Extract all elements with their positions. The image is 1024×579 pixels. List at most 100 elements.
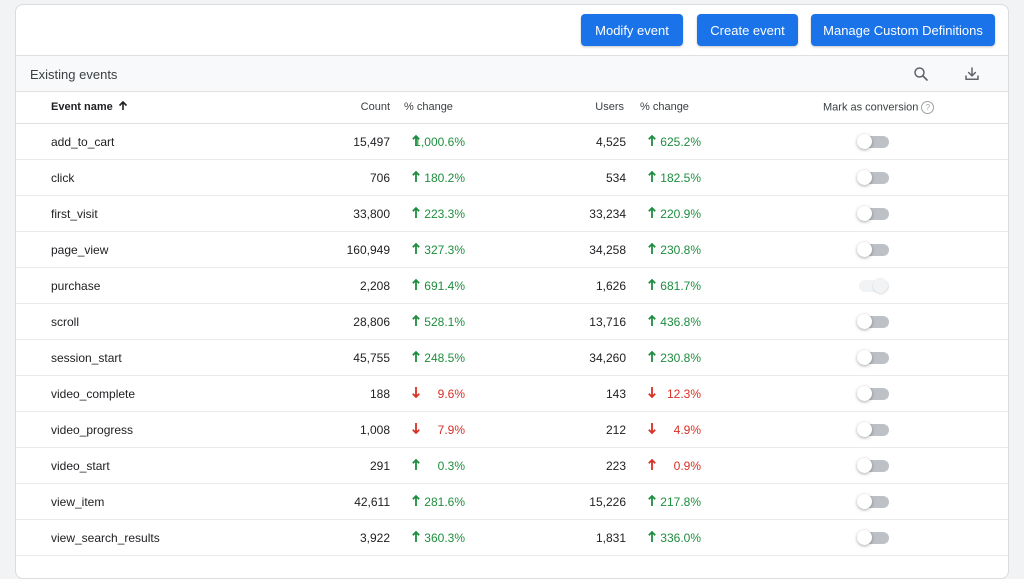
event-count: 2,208 <box>359 279 390 293</box>
event-users: 15,226 <box>589 495 626 509</box>
table-row: add_to_cart 15,497 1,000.6% 4,525 625.2% <box>16 124 1008 160</box>
toolbar: Modify event Create event Manage Custom … <box>16 5 1008 56</box>
count-change: 248.5% <box>424 351 465 365</box>
users-change: 230.8% <box>660 243 701 257</box>
event-count: 15,497 <box>353 135 390 149</box>
table-row: click 706 180.2% 534 182.5% <box>16 160 1008 196</box>
arrow-up-icon <box>411 206 421 222</box>
column-users[interactable]: Users <box>595 101 624 113</box>
count-change: 1,000.6% <box>414 135 465 149</box>
download-icon[interactable] <box>961 63 983 85</box>
count-change: 7.9% <box>437 423 465 437</box>
users-change: 681.7% <box>660 279 701 293</box>
count-change: 327.3% <box>424 243 465 257</box>
event-count: 160,949 <box>346 243 390 257</box>
users-change: 436.8% <box>660 315 701 329</box>
event-count: 28,806 <box>353 315 390 329</box>
events-card: Modify event Create event Manage Custom … <box>15 4 1009 579</box>
create-event-button[interactable]: Create event <box>697 14 798 46</box>
count-change: 180.2% <box>424 171 465 185</box>
event-name: video_complete <box>51 387 136 401</box>
existing-events-header: Existing events <box>16 56 1008 92</box>
search-icon[interactable] <box>910 63 932 85</box>
count-change: 528.1% <box>424 315 465 329</box>
event-name: scroll <box>51 315 80 329</box>
event-count: 188 <box>369 387 390 401</box>
column-count-change[interactable]: % change <box>404 101 453 113</box>
users-change: 0.9% <box>673 459 701 473</box>
arrow-up-icon <box>647 134 657 150</box>
event-users: 33,234 <box>589 207 626 221</box>
events-table-body: add_to_cart 15,497 1,000.6% 4,525 625.2% clic… <box>16 124 1008 556</box>
arrow-up-icon <box>647 530 657 546</box>
mark-as-conversion-toggle[interactable] <box>857 242 890 257</box>
section-title: Existing events <box>30 67 118 82</box>
mark-as-conversion-toggle[interactable] <box>857 530 890 545</box>
modify-event-button[interactable]: Modify event <box>581 14 683 46</box>
mark-as-conversion-toggle[interactable] <box>857 170 890 185</box>
count-change: 223.3% <box>424 207 465 221</box>
count-change: 360.3% <box>424 531 465 545</box>
event-name: video_progress <box>51 423 134 437</box>
arrow-up-icon <box>647 170 657 186</box>
table-row: purchase 2,208 691.4% 1,626 681.7% <box>16 268 1008 304</box>
users-change: 625.2% <box>660 135 701 149</box>
table-row: view_search_results 3,922 360.3% 1,831 336.0… <box>16 520 1008 556</box>
arrow-down-icon <box>647 386 657 402</box>
event-users: 34,260 <box>589 351 626 365</box>
mark-as-conversion-toggle[interactable] <box>857 134 890 149</box>
help-icon[interactable]: ? <box>921 101 935 114</box>
table-row: video_complete 188 9.6% 143 12.3% <box>16 376 1008 412</box>
count-change: 691.4% <box>424 279 465 293</box>
mark-as-conversion-toggle[interactable] <box>857 206 890 221</box>
table-row: page_view 160,949 327.3% 34,258 230.8% <box>16 232 1008 268</box>
mark-as-conversion-toggle[interactable] <box>857 494 890 509</box>
event-count: 1,008 <box>359 423 390 437</box>
event-name: purchase <box>51 279 101 293</box>
count-change: 281.6% <box>424 495 465 509</box>
event-users: 212 <box>605 423 626 437</box>
users-change: 220.9% <box>660 207 701 221</box>
arrow-up-icon <box>411 170 421 186</box>
table-header: Event name Count % change Users % change… <box>16 92 1008 124</box>
arrow-down-icon <box>647 422 657 438</box>
column-mark-as-conversion: Mark as conversion? <box>823 101 935 114</box>
users-change: 4.9% <box>673 423 701 437</box>
event-name: view_item <box>51 495 105 509</box>
arrow-up-icon <box>647 314 657 330</box>
users-change: 12.3% <box>666 387 701 401</box>
column-count[interactable]: Count <box>360 101 390 113</box>
event-users: 534 <box>605 171 626 185</box>
event-name: page_view <box>51 243 109 257</box>
mark-as-conversion-toggle[interactable] <box>857 422 890 437</box>
event-users: 223 <box>605 459 626 473</box>
mark-as-conversion-toggle[interactable] <box>857 386 890 401</box>
mark-as-conversion-toggle[interactable] <box>857 314 890 329</box>
count-change: 9.6% <box>437 387 465 401</box>
mark-as-conversion-toggle[interactable] <box>857 458 890 473</box>
event-name: first_visit <box>51 207 98 221</box>
arrow-up-icon <box>411 494 421 510</box>
arrow-up-icon <box>411 278 421 294</box>
event-count: 291 <box>369 459 390 473</box>
event-users: 1,626 <box>595 279 626 293</box>
table-row: scroll 28,806 528.1% 13,716 436.8% <box>16 304 1008 340</box>
arrow-up-icon <box>411 314 421 330</box>
arrow-up-icon <box>647 278 657 294</box>
count-change: 0.3% <box>437 459 465 473</box>
table-row: view_item 42,611 281.6% 15,226 217.8% <box>16 484 1008 520</box>
table-row: session_start 45,755 248.5% 34,260 230.8% <box>16 340 1008 376</box>
table-row: first_visit 33,800 223.3% 33,234 220.9% <box>16 196 1008 232</box>
event-count: 33,800 <box>353 207 390 221</box>
column-event-name[interactable]: Event name <box>51 100 128 113</box>
arrow-up-icon <box>647 494 657 510</box>
event-name-header-label: Event name <box>51 101 113 113</box>
mark-as-conversion-toggle[interactable] <box>857 350 890 365</box>
manage-custom-definitions-button[interactable]: Manage Custom Definitions <box>811 14 995 46</box>
event-count: 45,755 <box>353 351 390 365</box>
event-name: click <box>51 171 75 185</box>
column-users-change[interactable]: % change <box>640 101 689 113</box>
event-users: 34,258 <box>589 243 626 257</box>
event-users: 1,831 <box>595 531 626 545</box>
arrow-up-icon <box>647 242 657 258</box>
